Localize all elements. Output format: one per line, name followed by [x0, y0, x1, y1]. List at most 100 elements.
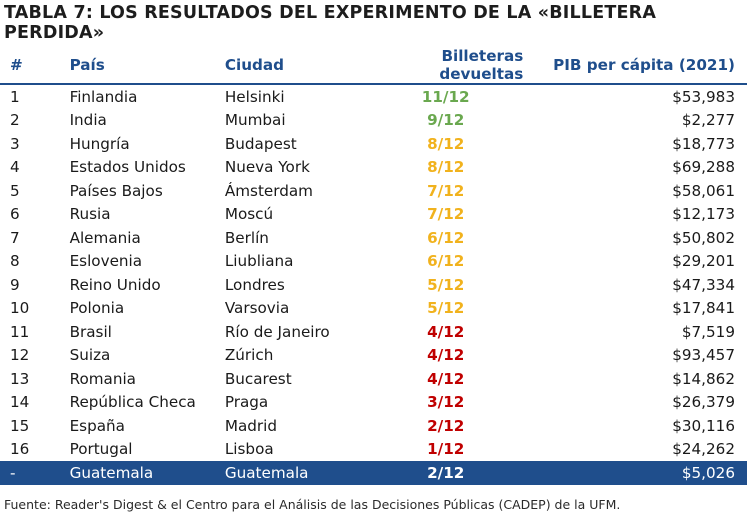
cell-gdp: $69,288: [672, 158, 735, 177]
cell-num: 8: [10, 252, 20, 271]
cell-wallets: 9/12: [427, 111, 465, 130]
cell-city: Ámsterdam: [224, 181, 313, 200]
cell-wallets: 2/12: [358, 461, 534, 485]
cell-num: 10: [10, 299, 30, 318]
cell-gdp: $53,983: [672, 87, 735, 106]
cell-country: Romania: [69, 369, 136, 388]
table-row: 4 Estados Unidos Nueva York 8/12 $69,288: [0, 156, 747, 180]
cell-num: 4: [10, 158, 20, 177]
cell-city: Londres: [224, 275, 285, 294]
cell-gdp: $12,173: [672, 205, 735, 224]
cell-wallets: 4/12: [427, 346, 465, 365]
cell-num: 5: [10, 181, 20, 200]
cell-gdp: $93,457: [672, 346, 735, 365]
cell-wallets: 5/12: [427, 299, 465, 318]
cell-gdp: $47,334: [672, 275, 735, 294]
cell-num: 14: [10, 393, 30, 412]
col-header-city: Ciudad: [224, 47, 359, 85]
cell-gdp: $58,061: [672, 181, 735, 200]
cell-city: Mumbai: [224, 111, 286, 130]
cell-country: Polonia: [69, 299, 125, 318]
cell-gdp: $17,841: [672, 299, 735, 318]
cell-wallets: 7/12: [427, 205, 465, 224]
cell-num: 1: [10, 87, 20, 106]
cell-wallets: 5/12: [427, 275, 465, 294]
table-row: 12 Suiza Zúrich 4/12 $93,457: [0, 344, 747, 368]
table-row: 2 India Mumbai 9/12 $2,277: [0, 109, 747, 133]
cell-gdp: $7,519: [681, 322, 735, 341]
cell-gdp: $14,862: [672, 369, 735, 388]
table-row: 9 Reino Unido Londres 5/12 $47,334: [0, 273, 747, 297]
cell-city: Guatemala: [224, 461, 359, 485]
cell-country: India: [69, 111, 107, 130]
cell-num: 11: [10, 322, 30, 341]
cell-gdp: $5,026: [533, 461, 747, 485]
cell-city: Helsinki: [224, 87, 285, 106]
cell-num: 16: [10, 440, 30, 459]
cell-wallets: 8/12: [427, 134, 465, 153]
cell-city: Moscú: [224, 205, 274, 224]
cell-country: Alemania: [69, 228, 141, 247]
cell-country: Finlandia: [69, 87, 138, 106]
table-title: TABLA 7: LOS RESULTADOS DEL EXPERIMENTO …: [4, 3, 657, 43]
cell-num: 3: [10, 134, 20, 153]
table-row: 13 Romania Bucarest 4/12 $14,862: [0, 367, 747, 391]
cell-country: República Checa: [69, 393, 196, 412]
table-row: 5 Países Bajos Ámsterdam 7/12 $58,061: [0, 179, 747, 203]
table-row: 6 Rusia Moscú 7/12 $12,173: [0, 203, 747, 227]
cell-city: Lisboa: [224, 440, 274, 459]
cell-city: Varsovia: [224, 299, 290, 318]
cell-wallets: 1/12: [427, 440, 465, 459]
header-row: # País Ciudad Billeteras devueltas PIB p…: [0, 47, 747, 85]
cell-gdp: $50,802: [672, 228, 735, 247]
cell-country: Brasil: [69, 322, 112, 341]
cell-city: Río de Janeiro: [224, 322, 330, 341]
cell-wallets: 2/12: [427, 416, 465, 435]
table-row: 14 República Checa Praga 3/12 $26,379: [0, 391, 747, 415]
results-table: # País Ciudad Billeteras devueltas PIB p…: [0, 47, 747, 485]
cell-gdp: $29,201: [672, 252, 735, 271]
cell-wallets: 3/12: [427, 393, 465, 412]
cell-city: Berlín: [224, 228, 269, 247]
cell-num: 9: [10, 275, 20, 294]
cell-country: Eslovenia: [69, 252, 143, 271]
cell-country: Países Bajos: [69, 181, 163, 200]
cell-wallets: 11/12: [421, 87, 470, 106]
cell-city: Praga: [224, 393, 269, 412]
col-header-num: #: [0, 47, 70, 85]
cell-num: 7: [10, 228, 20, 247]
cell-city: Zúrich: [224, 346, 274, 365]
source-footnote: Fuente: Reader's Digest & el Centro para…: [4, 497, 621, 512]
cell-gdp: $26,379: [672, 393, 735, 412]
cell-city: Liubliana: [224, 252, 294, 271]
table-row: 16 Portugal Lisboa 1/12 $24,262: [0, 438, 747, 462]
cell-country: Estados Unidos: [69, 158, 186, 177]
cell-city: Nueva York: [224, 158, 310, 177]
cell-city: Madrid: [224, 416, 277, 435]
cell-num: 6: [10, 205, 20, 224]
table-row: 7 Alemania Berlín 6/12 $50,802: [0, 226, 747, 250]
cell-num: 2: [10, 111, 20, 130]
cell-wallets: 6/12: [427, 228, 465, 247]
col-header-gdp: PIB per cápita (2021): [533, 47, 747, 85]
table-row: 10 Polonia Varsovia 5/12 $17,841: [0, 297, 747, 321]
cell-country: Suiza: [69, 346, 111, 365]
cell-gdp: $24,262: [672, 440, 735, 459]
cell-country: Portugal: [69, 440, 133, 459]
table-header: # País Ciudad Billeteras devueltas PIB p…: [0, 47, 747, 85]
table-row: 3 Hungría Budapest 8/12 $18,773: [0, 132, 747, 156]
cell-num: -: [0, 461, 70, 485]
cell-wallets: 4/12: [427, 369, 465, 388]
cell-country: Rusia: [69, 205, 111, 224]
cell-country: Hungría: [69, 134, 130, 153]
table-row: 1 Finlandia Helsinki 11/12 $53,983: [0, 84, 747, 109]
cell-gdp: $2,277: [681, 111, 735, 130]
cell-gdp: $18,773: [672, 134, 735, 153]
cell-wallets: 7/12: [427, 181, 465, 200]
cell-country: España: [69, 416, 125, 435]
highlight-row-guatemala: - Guatemala Guatemala 2/12 $5,026: [0, 461, 747, 485]
table-row: 15 España Madrid 2/12 $30,116: [0, 414, 747, 438]
table-body: 1 Finlandia Helsinki 11/12 $53,983 2 India Mumb…: [0, 84, 747, 485]
cell-country: Reino Unido: [69, 275, 161, 294]
cell-num: 13: [10, 369, 30, 388]
